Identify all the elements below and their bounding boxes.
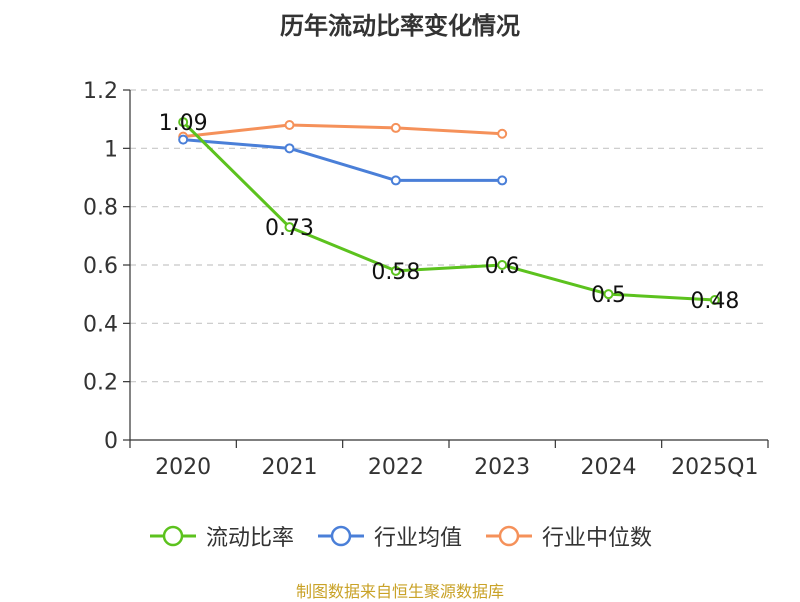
data-label: 1.09 xyxy=(159,111,208,136)
series-point xyxy=(390,265,401,276)
series-line xyxy=(183,138,503,182)
axes: 0 0.2 0.4 0.6 0.8 1 1.2 2020 2021 2022 2023 2024 202… xyxy=(83,79,769,480)
series-point xyxy=(284,143,295,154)
data-label: 0.73 xyxy=(265,216,314,241)
y-tick-label: 0.6 xyxy=(83,254,118,279)
x-tick-label: 2025Q1 xyxy=(671,455,758,480)
series-point xyxy=(178,117,189,128)
series-point xyxy=(178,134,189,145)
data-label: 0.6 xyxy=(485,254,520,279)
legend-item[interactable]: 行业均值 xyxy=(316,520,462,552)
legend-label: 行业均值 xyxy=(373,526,462,551)
legend-line-circle-icon xyxy=(486,525,532,547)
data-label: 0.5 xyxy=(591,283,626,308)
y-tick-label: 0.4 xyxy=(83,312,118,337)
x-tick-label: 2020 xyxy=(155,455,211,480)
series-layer xyxy=(178,117,720,305)
series-line xyxy=(183,123,503,139)
y-tick-label: 1.2 xyxy=(83,79,118,104)
chart-title: 历年流动比率变化情况 xyxy=(280,12,520,40)
y-tick-label: 0.8 xyxy=(83,196,118,221)
x-tick-label: 2022 xyxy=(368,455,424,480)
source-note: 制图数据来自恒生聚源数据库 xyxy=(295,582,504,601)
legend-item[interactable]: 行业中位数 xyxy=(484,520,652,552)
legend-swatch-circle xyxy=(498,525,520,547)
data-label: 0.48 xyxy=(690,289,739,314)
data-label: 0.58 xyxy=(371,260,420,285)
legend-swatch-circle xyxy=(330,525,352,547)
y-tick-label: 0 xyxy=(104,429,118,454)
series-line xyxy=(182,121,715,302)
legend-swatch-circle xyxy=(162,525,184,547)
data-labels: 1.09 0.73 0.58 0.6 0.5 0.48 xyxy=(159,111,740,314)
legend-line-circle-icon xyxy=(149,525,196,547)
grid-lines xyxy=(130,89,768,383)
series-point xyxy=(497,175,508,186)
series-point xyxy=(709,295,720,305)
series-point xyxy=(284,120,295,130)
series-point xyxy=(497,260,508,270)
legend-label: 流动比率 xyxy=(205,526,294,551)
series-point xyxy=(390,122,401,133)
y-tick-label: 1 xyxy=(104,137,118,162)
legend-line-circle-icon xyxy=(317,525,364,547)
series-point xyxy=(284,222,295,233)
legend-item[interactable]: 流动比率 xyxy=(148,520,294,552)
x-tick-label: 2023 xyxy=(474,455,530,480)
y-tick-label: 0.2 xyxy=(83,371,118,396)
legend: 流动比率 行业均值 行业中位数 xyxy=(0,520,800,552)
line-chart: 0 0.2 0.4 0.6 0.8 1 1.2 2020 2021 2022 2023 2024 202… xyxy=(83,79,769,480)
legend-label: 行业中位数 xyxy=(542,526,653,551)
x-tick-label: 2024 xyxy=(581,455,637,480)
series-point xyxy=(390,175,401,186)
series-point xyxy=(603,289,614,300)
x-tick-label: 2021 xyxy=(262,455,318,480)
series-point xyxy=(497,128,508,139)
